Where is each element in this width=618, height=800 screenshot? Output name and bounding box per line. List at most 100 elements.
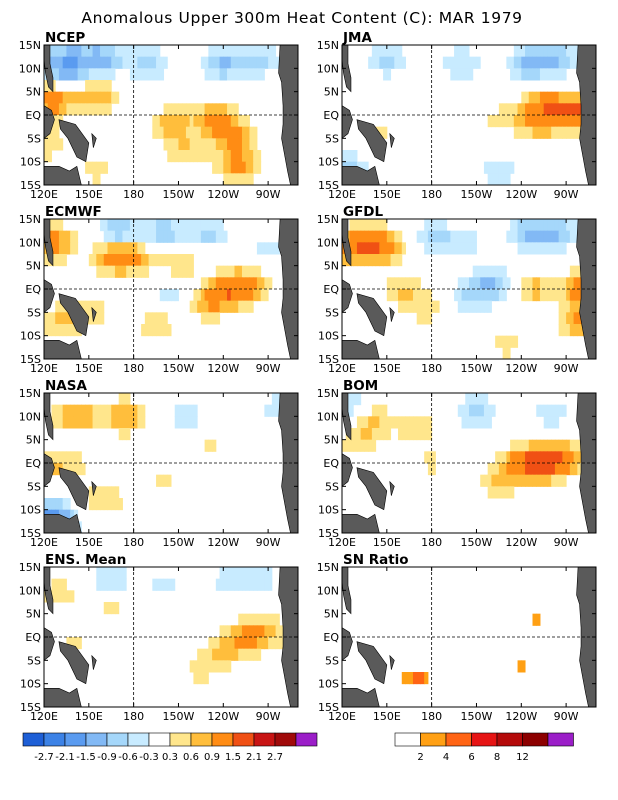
x-tick-label: 90W <box>256 362 281 375</box>
y-tick-label: 15S <box>20 353 41 366</box>
land-mask <box>44 45 298 185</box>
x-tick-label: 90W <box>256 536 281 549</box>
x-tick-label: 150W <box>163 710 195 723</box>
legend-label: -2.7 <box>34 752 54 763</box>
x-tick-label: 150E <box>75 362 103 375</box>
x-tick-label: 150E <box>75 188 103 201</box>
y-tick-label: 10S <box>318 504 339 517</box>
figure-title: Anomalous Upper 300m Heat Content (C): M… <box>81 9 522 27</box>
panel-label: SN Ratio <box>343 552 409 568</box>
x-tick-label: 90W <box>554 536 579 549</box>
x-tick-label: 120E <box>30 188 58 201</box>
legend-swatch <box>394 732 421 747</box>
x-tick-label: 120W <box>505 362 537 375</box>
y-tick-label: EQ <box>25 631 41 644</box>
legend-label: 0.3 <box>162 752 178 763</box>
x-tick-label: 150W <box>163 362 195 375</box>
y-tick-label: 10S <box>20 678 41 691</box>
panel-label: ENS. Mean <box>45 552 126 568</box>
y-tick-label: 5S <box>325 654 339 667</box>
legend-swatch <box>127 732 150 747</box>
panel-ens-mean: 120E 150E 180 150W 120W 90W 15N 10N 5N EQ 5S 10S 15S… <box>19 552 299 723</box>
legend-label: -1.5 <box>76 752 96 763</box>
y-tick-label: 15S <box>318 179 339 192</box>
y-tick-label: 15N <box>317 213 339 226</box>
y-tick-label: 5S <box>27 132 41 145</box>
x-tick-label: 120W <box>207 188 239 201</box>
panel-label: JMA <box>342 30 372 46</box>
y-tick-label: 15S <box>318 527 339 540</box>
x-tick-label: 150W <box>461 536 493 549</box>
panel-ecmwf: 120E 150E 180 150W 120W 90W 15N 10N 5N EQ 5S 10S 15S… <box>19 204 299 375</box>
y-tick-label: 5S <box>27 480 41 493</box>
legend-label: 2 <box>417 752 423 763</box>
heat-field <box>342 393 590 499</box>
heat-field <box>44 45 280 185</box>
x-tick-label: 90W <box>554 710 579 723</box>
heat-field <box>401 613 541 685</box>
x-tick-label: 120E <box>30 362 58 375</box>
y-tick-label: EQ <box>25 283 41 296</box>
y-tick-label: 10N <box>19 584 41 597</box>
panel-label: NASA <box>45 378 87 394</box>
y-tick-label: EQ <box>323 109 339 122</box>
y-tick-label: 15S <box>318 701 339 714</box>
x-tick-label: 120W <box>505 536 537 549</box>
y-tick-label: 5N <box>26 434 41 447</box>
legend-label: 8 <box>494 752 500 763</box>
y-tick-label: EQ <box>25 457 41 470</box>
legend-swatch <box>211 732 234 747</box>
x-tick-label: 120W <box>207 362 239 375</box>
panel-label: BOM <box>343 378 378 394</box>
y-tick-label: 15S <box>318 353 339 366</box>
y-tick-label: 10N <box>317 584 339 597</box>
legend-swatch <box>253 732 276 747</box>
legend-swatch <box>43 732 66 747</box>
y-tick-label: 5N <box>324 260 339 273</box>
y-tick-label: 15S <box>20 527 41 540</box>
y-tick-label: 15N <box>19 39 41 52</box>
y-tick-label: 10N <box>19 236 41 249</box>
x-tick-label: 90W <box>554 362 579 375</box>
legend-swatch <box>85 732 108 747</box>
x-tick-label: 120W <box>505 188 537 201</box>
y-tick-label: 10N <box>317 236 339 249</box>
y-tick-label: 10N <box>19 62 41 75</box>
x-tick-label: 180 <box>421 536 442 549</box>
x-tick-label: 180 <box>123 188 144 201</box>
y-tick-label: 5N <box>324 86 339 99</box>
legend-label: 2.1 <box>246 752 262 763</box>
y-tick-label: 5N <box>26 260 41 273</box>
x-tick-label: 150W <box>461 710 493 723</box>
legend-swatch <box>232 732 255 747</box>
y-tick-label: 5N <box>324 608 339 621</box>
legend-label: 0.9 <box>204 752 220 763</box>
x-tick-label: 180 <box>123 536 144 549</box>
x-tick-label: 90W <box>256 188 281 201</box>
x-tick-label: 120E <box>30 536 58 549</box>
y-tick-label: 15N <box>317 561 339 574</box>
y-tick-label: 5N <box>26 608 41 621</box>
legend-label: 1.5 <box>225 752 241 763</box>
y-tick-label: 5N <box>26 86 41 99</box>
legend-swatch <box>547 732 574 747</box>
y-tick-label: 5S <box>27 306 41 319</box>
heat-field <box>342 45 596 185</box>
y-tick-label: 10N <box>317 410 339 423</box>
legend-swatch <box>22 732 45 747</box>
panel-nasa: 120E 150E 180 150W 120W 90W 15N 10N 5N EQ 5S 10S 15S… <box>19 378 299 549</box>
y-tick-label: 10S <box>20 330 41 343</box>
x-tick-label: 120E <box>30 710 58 723</box>
x-tick-label: 150E <box>75 710 103 723</box>
y-tick-label: 15N <box>19 213 41 226</box>
x-tick-label: 120W <box>207 536 239 549</box>
panel-gfdl: 120E 150E 180 150W 120W 90W 15N 10N 5N EQ 5S 10S 15S… <box>317 204 597 375</box>
legend-swatch <box>148 732 171 747</box>
x-tick-label: 150W <box>461 362 493 375</box>
panel-sn-ratio: 120E 150E 180 150W 120W 90W 15N 10N 5N EQ 5S 10S 15S… <box>317 552 597 723</box>
x-tick-label: 180 <box>421 362 442 375</box>
legend-label: 6 <box>468 752 474 763</box>
x-tick-label: 120W <box>207 710 239 723</box>
y-tick-label: 10S <box>318 330 339 343</box>
y-tick-label: 10S <box>20 156 41 169</box>
